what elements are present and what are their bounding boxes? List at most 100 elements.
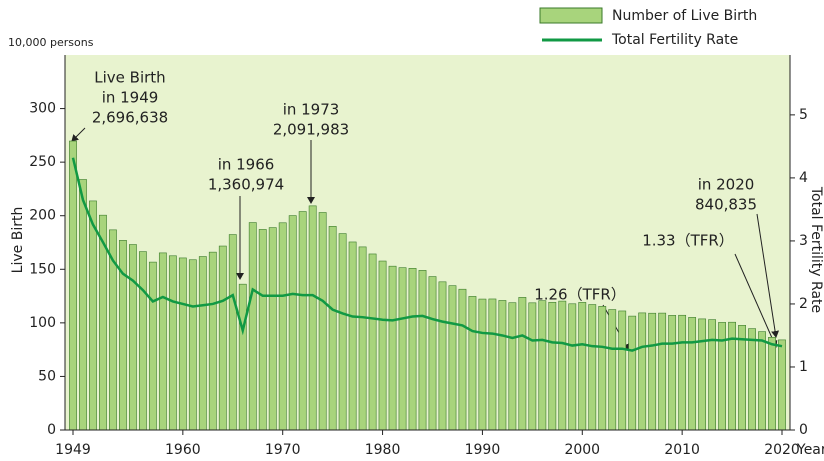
annotation: 2,091,983	[273, 121, 349, 139]
bar	[608, 309, 617, 431]
bar	[468, 296, 477, 431]
annotation: in 1949	[102, 89, 159, 107]
bar	[138, 251, 147, 431]
annotation: 1.26（TFR）	[534, 286, 626, 304]
x-tick-label: 1949	[55, 442, 91, 458]
legend-label: Number of Live Birth	[612, 8, 757, 24]
y2-tick-label: 4	[799, 170, 808, 186]
y-tick-label: 200	[29, 208, 56, 224]
bar	[768, 337, 776, 431]
bar	[338, 233, 347, 431]
x-tick-label: 2010	[664, 442, 700, 458]
bar	[288, 215, 297, 431]
bar	[588, 304, 597, 431]
bar	[698, 318, 707, 431]
bar	[638, 312, 647, 431]
bar	[708, 319, 717, 431]
bar	[578, 302, 587, 431]
bar	[308, 205, 317, 431]
bar	[748, 328, 756, 431]
bar	[89, 200, 97, 431]
y2-tick-label: 2	[799, 296, 808, 312]
bar	[378, 260, 387, 431]
annotation-arrows	[71, 127, 780, 351]
annotation: Live Birth	[94, 69, 165, 87]
bar	[268, 227, 277, 431]
bar	[628, 315, 637, 431]
bar	[478, 298, 487, 431]
bar	[508, 302, 517, 431]
bar	[79, 179, 87, 431]
x-tick-label: 1960	[165, 442, 201, 458]
y-tick-label: 50	[38, 368, 56, 384]
bar	[198, 256, 207, 431]
y2-tick-label: 0	[799, 422, 808, 438]
annotation: 2,696,638	[92, 109, 168, 127]
bar	[758, 331, 766, 431]
bar	[558, 300, 567, 431]
y-tick-label: 150	[29, 261, 56, 277]
x-tick-label: 2020	[764, 442, 800, 458]
x-tick-label: 2000	[564, 442, 600, 458]
bar	[188, 259, 197, 431]
legend-label: Total Fertility Rate	[611, 32, 738, 48]
annotation: in 2020	[698, 176, 755, 194]
bar	[498, 300, 507, 431]
y-unit: 10,000 persons	[8, 36, 94, 49]
bar	[518, 297, 527, 431]
bar	[618, 310, 627, 431]
x-tick-label: 1970	[265, 442, 301, 458]
bar	[318, 212, 327, 431]
bar	[278, 222, 287, 431]
bar	[228, 234, 237, 431]
bar	[328, 226, 337, 431]
bar	[648, 312, 657, 431]
annotation: 1.33（TFR）	[642, 232, 734, 250]
legend-swatch	[539, 7, 603, 24]
bar	[148, 261, 157, 431]
bar	[488, 298, 497, 431]
bar	[218, 245, 227, 431]
y2-tick-label: 3	[799, 233, 808, 249]
bar	[398, 267, 407, 431]
x-tick-label: 1980	[365, 442, 401, 458]
bar	[718, 322, 726, 431]
y-tick-label: 0	[47, 422, 56, 438]
y2-axis-label: Total Fertility Rate	[808, 186, 824, 313]
annotation: 1,360,974	[208, 176, 284, 194]
bar	[438, 281, 447, 431]
bar	[168, 255, 177, 431]
bar	[238, 283, 247, 431]
bar	[158, 252, 167, 431]
bar	[258, 229, 267, 431]
x-tick-label: 1990	[465, 442, 501, 458]
bar	[388, 265, 397, 431]
y2-tick-label: 5	[799, 107, 808, 123]
bar	[538, 300, 547, 431]
bar	[358, 246, 367, 431]
bar	[428, 276, 437, 431]
y2-tick-label: 1	[799, 359, 808, 375]
y-tick-label: 300	[29, 101, 56, 117]
x-axis-label: Year	[796, 442, 824, 458]
bar	[738, 325, 746, 431]
bar	[368, 253, 377, 431]
bar	[568, 303, 577, 431]
bar	[688, 317, 697, 431]
annotation: 840,835	[695, 196, 757, 214]
bar	[678, 314, 687, 431]
bar	[208, 251, 217, 431]
bar	[248, 222, 257, 431]
y-tick-label: 100	[29, 315, 56, 331]
bar	[298, 211, 307, 431]
bar	[69, 140, 77, 431]
annotation: in 1973	[283, 101, 340, 119]
bar	[598, 306, 607, 431]
bar	[408, 268, 417, 431]
bar	[548, 301, 557, 431]
bar	[129, 244, 137, 431]
y-axis-label: Live Birth	[10, 207, 26, 274]
bar	[458, 288, 467, 431]
bar	[348, 241, 357, 431]
